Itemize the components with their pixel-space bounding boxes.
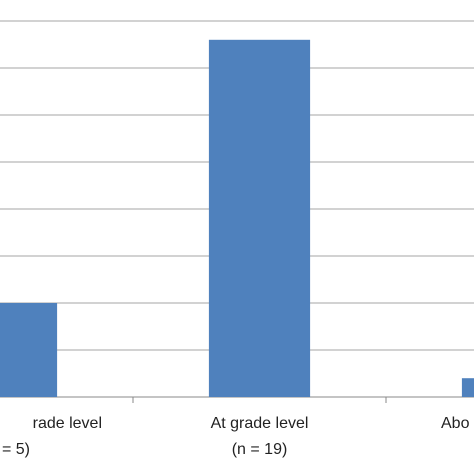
bar <box>461 378 474 397</box>
x-tick-label: Abo <box>441 415 470 432</box>
x-tick-label: At grade level <box>211 415 309 432</box>
x-tick-sublabel: (n = 19) <box>232 441 288 458</box>
bar <box>0 303 58 397</box>
bar <box>208 39 311 398</box>
x-tick-sublabel: = 5) <box>2 441 30 458</box>
x-tick-label: rade level <box>33 415 102 432</box>
